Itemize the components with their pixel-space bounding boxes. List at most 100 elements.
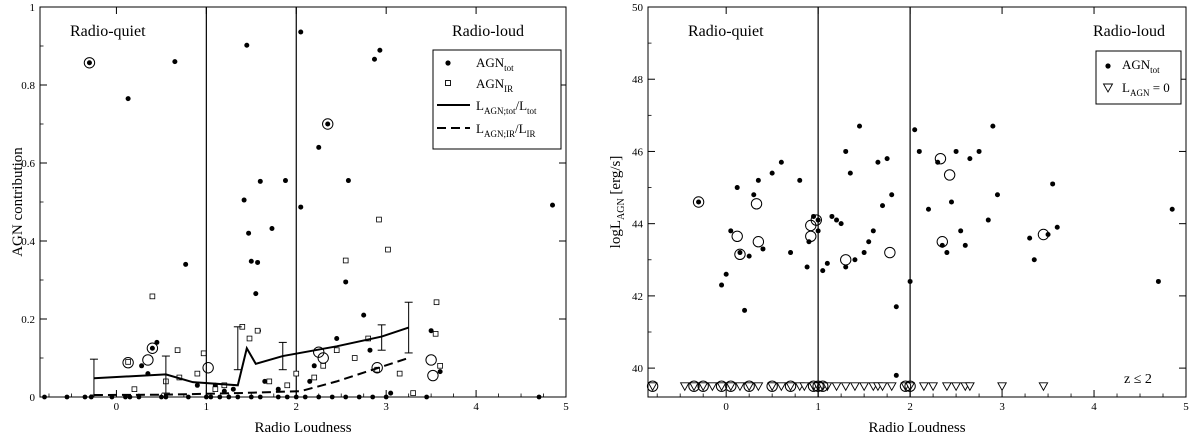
data-point-agn-tot xyxy=(843,264,849,270)
x-tick-label: 1 xyxy=(815,401,821,413)
plot-area: 0 1 2 3 4 5 0 0.2 0.4 0.6 0.8 1 xyxy=(21,2,569,413)
data-point-agn-tot xyxy=(958,228,964,234)
highlight-ring xyxy=(840,254,852,266)
highlight-ring xyxy=(427,369,439,382)
data-point-agn-tot xyxy=(1054,224,1060,230)
x-tick-label: 3 xyxy=(999,401,1005,413)
data-point-l-agn-zero xyxy=(735,382,745,392)
data-point-agn-ir xyxy=(254,327,261,334)
data-point-agn-tot xyxy=(804,264,810,270)
data-point-l-agn-zero xyxy=(799,382,810,392)
data-point-l-agn-zero xyxy=(905,382,916,392)
data-point-agn-tot xyxy=(723,271,729,277)
data-point-agn-tot xyxy=(149,345,155,351)
highlight-ring xyxy=(725,380,737,392)
data-point-agn-tot xyxy=(437,369,443,375)
data-point-l-agn-zero xyxy=(767,382,778,392)
highlight-ring xyxy=(425,354,437,366)
data-point-agn-tot xyxy=(194,382,200,388)
data-point-l-agn-zero xyxy=(679,382,690,392)
data-point-agn-tot xyxy=(298,29,304,35)
legend-box xyxy=(1095,50,1182,105)
data-point-agn-tot xyxy=(248,258,254,264)
data-point-agn-tot xyxy=(769,170,775,176)
data-point-agn-tot xyxy=(893,304,899,310)
data-point-agn-tot xyxy=(838,221,844,227)
data-point-agn-tot xyxy=(275,386,281,392)
y-tick-label: 42 xyxy=(632,291,643,303)
highlight-ring xyxy=(697,380,709,392)
legend-dot-marker xyxy=(445,60,451,66)
legend-square-marker xyxy=(445,80,451,86)
data-point-agn-tot xyxy=(751,192,757,198)
x-tick-label: 2 xyxy=(294,401,300,413)
region-label-radio-quiet: Radio-quiet xyxy=(688,23,764,40)
data-point-l-agn-zero xyxy=(849,382,860,392)
data-point-agn-tot xyxy=(257,178,263,184)
data-point-agn-tot xyxy=(857,123,863,129)
data-point-agn-tot xyxy=(719,282,725,288)
data-point-agn-tot xyxy=(311,363,317,369)
highlight-ring xyxy=(810,214,822,226)
data-point-agn-ir xyxy=(342,257,349,264)
data-point-l-agn-zero xyxy=(831,382,842,392)
data-point-l-agn-zero xyxy=(997,382,1008,392)
data-point-l-agn-zero xyxy=(840,382,851,392)
data-point-agn-ir xyxy=(437,362,443,369)
data-point-agn-tot xyxy=(967,156,973,162)
data-point-l-agn-zero xyxy=(1038,382,1049,392)
data-point-agn-tot xyxy=(244,42,250,48)
highlight-ring xyxy=(122,356,134,369)
data-point-agn-ir xyxy=(125,359,131,365)
x-tick-label: 3 xyxy=(383,401,389,413)
highlight-ring xyxy=(750,198,763,210)
data-point-l-agn-zero xyxy=(822,382,833,392)
plot-frame xyxy=(39,6,567,398)
data-point-agn-tot xyxy=(345,178,351,184)
data-point-agn-tot xyxy=(990,123,996,129)
data-point-agn-tot xyxy=(912,127,918,133)
data-point-l-agn-zero xyxy=(785,382,796,392)
data-point-l-agn-zero xyxy=(744,382,755,392)
data-point-agn-ir xyxy=(410,390,416,396)
data-point-l-agn-zero xyxy=(647,382,658,392)
data-point-agn-tot xyxy=(797,177,803,183)
mean-line-agn-tot xyxy=(93,326,409,387)
data-point-agn-ir xyxy=(131,386,138,392)
data-point-agn-ir xyxy=(432,331,439,337)
data-point-l-agn-zero xyxy=(753,382,764,392)
data-point-agn-tot xyxy=(788,250,794,256)
data-point-agn-tot xyxy=(834,217,840,223)
data-point-agn-tot xyxy=(1031,257,1037,263)
data-point-agn-tot xyxy=(343,279,349,285)
legend-dot-marker xyxy=(1105,63,1111,69)
highlight-ring xyxy=(715,380,728,392)
data-point-agn-tot xyxy=(944,250,950,256)
highlight-ring xyxy=(884,246,896,259)
data-point-agn-tot xyxy=(746,253,752,259)
highlight-ring xyxy=(817,380,829,392)
data-point-l-agn-zero xyxy=(928,382,939,392)
data-point-l-agn-zero xyxy=(776,382,787,392)
y-tick-label: 44 xyxy=(632,219,644,231)
data-point-agn-ir xyxy=(200,350,207,357)
legend-box xyxy=(432,49,562,150)
data-point-agn-ir xyxy=(284,382,291,389)
highlight-ring xyxy=(371,362,383,374)
highlight-ring xyxy=(83,57,96,69)
highlight-ring xyxy=(899,380,912,392)
x-tick-label: 2 xyxy=(907,401,913,413)
highlight-ring xyxy=(1037,228,1050,241)
data-point-agn-tot xyxy=(316,144,322,150)
x-axis-label: Radio Loudness xyxy=(868,420,965,436)
data-point-l-agn-zero xyxy=(918,382,929,392)
plot-area: 0 1 2 3 4 5 40 42 44 46 48 50 xyxy=(632,2,1189,413)
data-point-agn-tot xyxy=(884,156,890,162)
highlight-ring xyxy=(936,236,948,248)
data-point-agn-ir xyxy=(212,386,219,392)
highlight-ring xyxy=(805,219,817,232)
data-point-agn-tot xyxy=(875,159,881,165)
data-point-agn-tot xyxy=(255,259,261,265)
legend: AGNtot AGNIR LAGN;tot/Ltot LAGN;IR/LIR xyxy=(432,49,562,150)
